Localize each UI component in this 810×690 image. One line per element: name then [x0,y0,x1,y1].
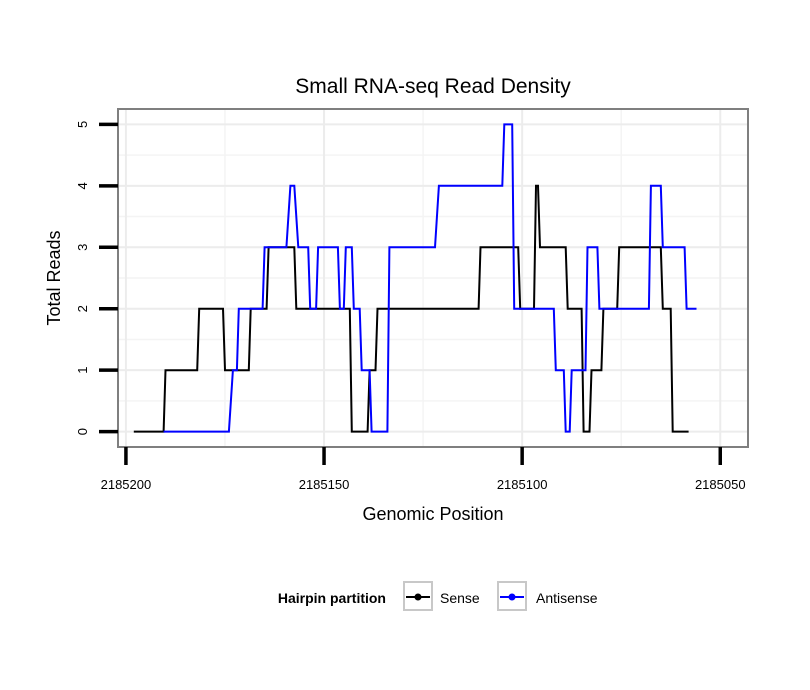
legend-marker-antisense [508,593,516,601]
x-tick-label-0: 2185200 [101,477,152,492]
y-axis-title: Total Reads [44,230,64,325]
chart-title: Small RNA-seq Read Density [295,75,571,98]
x-tick-label-1: 2185150 [299,477,350,492]
legend-title: Hairpin partition [278,590,386,606]
x-tick-label-3: 2185050 [695,477,746,492]
y-tick-label-4: 4 [75,182,90,189]
y-tick-label-5: 5 [75,121,90,128]
x-axis: 2185200 2185150 2185100 2185050 [101,447,746,492]
legend: Hairpin partition Sense Antisense [278,581,598,611]
y-tick-label-3: 3 [75,244,90,251]
series-lines [133,123,697,433]
legend-label-antisense: Antisense [536,590,598,606]
x-tick-label-2: 2185100 [497,477,548,492]
y-tick-label-0: 0 [75,428,90,435]
legend-marker-sense [414,593,422,601]
y-axis: 0 1 2 3 4 5 [75,121,118,435]
series-line-antisense [163,123,697,433]
legend-label-sense: Sense [440,590,480,606]
y-tick-label-1: 1 [75,367,90,374]
y-tick-label-2: 2 [75,305,90,312]
plot-panel-border [117,108,749,448]
grid [118,109,748,447]
x-axis-title: Genomic Position [362,504,503,524]
